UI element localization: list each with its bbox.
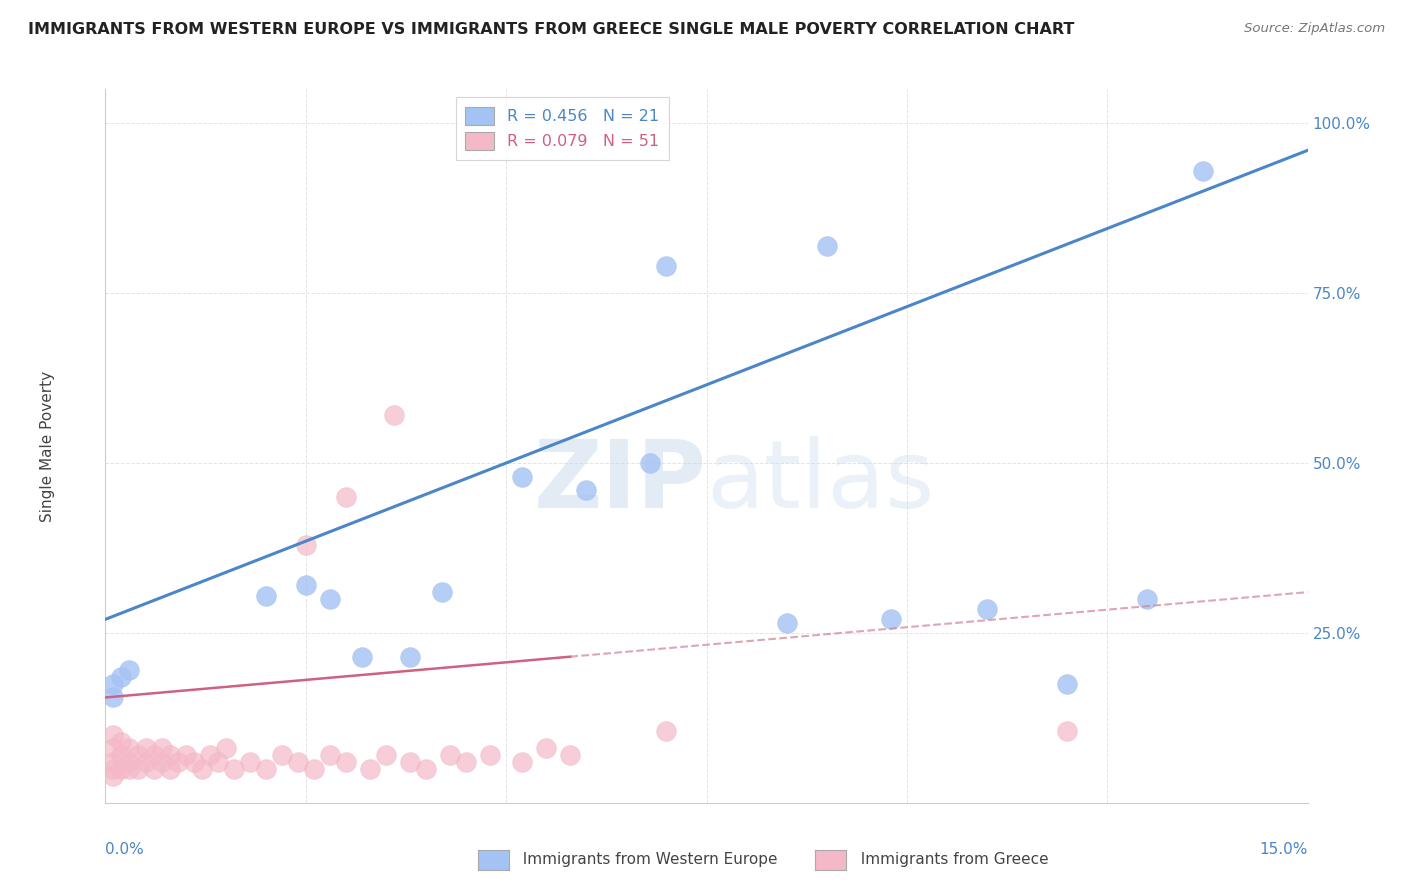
Point xyxy=(198,748,221,763)
Legend: R = 0.456   N = 21, R = 0.079   N = 51: R = 0.456 N = 21, R = 0.079 N = 51 xyxy=(456,97,669,160)
Point xyxy=(127,762,149,776)
Point xyxy=(439,748,461,763)
Point xyxy=(302,762,325,776)
Point xyxy=(110,748,132,763)
Point xyxy=(880,612,903,626)
Point xyxy=(118,755,141,769)
Point xyxy=(207,755,229,769)
Point xyxy=(374,748,398,763)
Point xyxy=(142,762,165,776)
Point xyxy=(776,615,799,630)
Point xyxy=(335,755,357,769)
Point xyxy=(399,755,422,769)
Point xyxy=(510,755,533,769)
Point xyxy=(1056,677,1078,691)
Point xyxy=(430,585,453,599)
Text: atlas: atlas xyxy=(707,435,935,528)
Point xyxy=(287,755,309,769)
Point xyxy=(103,741,125,756)
Point xyxy=(103,690,125,705)
Point xyxy=(319,748,342,763)
Point xyxy=(135,741,157,756)
Text: Source: ZipAtlas.com: Source: ZipAtlas.com xyxy=(1244,22,1385,36)
Point xyxy=(359,762,381,776)
Point xyxy=(103,769,125,783)
Point xyxy=(159,748,181,763)
Point xyxy=(1192,163,1215,178)
Point xyxy=(335,490,357,504)
Point xyxy=(118,762,141,776)
Point xyxy=(222,762,245,776)
Point xyxy=(655,259,678,273)
Point xyxy=(1136,591,1159,606)
Point xyxy=(415,762,437,776)
Point xyxy=(976,602,998,616)
Point xyxy=(239,755,262,769)
Point xyxy=(295,537,318,551)
Point xyxy=(510,469,533,483)
Point xyxy=(640,456,662,470)
Point xyxy=(295,578,318,592)
Point xyxy=(575,483,598,498)
Point xyxy=(254,762,277,776)
Point xyxy=(150,741,173,756)
Point xyxy=(142,748,165,763)
Point xyxy=(150,755,173,769)
Point xyxy=(159,762,181,776)
Point xyxy=(135,755,157,769)
Point xyxy=(560,748,582,763)
Point xyxy=(103,762,125,776)
Point xyxy=(110,762,132,776)
Text: ZIP: ZIP xyxy=(534,435,707,528)
Point xyxy=(110,734,132,748)
Point xyxy=(534,741,557,756)
Point xyxy=(174,748,197,763)
Point xyxy=(103,728,125,742)
Point xyxy=(103,677,125,691)
Point xyxy=(479,748,502,763)
Point xyxy=(815,238,838,252)
Text: IMMIGRANTS FROM WESTERN EUROPE VS IMMIGRANTS FROM GREECE SINGLE MALE POVERTY COR: IMMIGRANTS FROM WESTERN EUROPE VS IMMIGR… xyxy=(28,22,1074,37)
Text: Single Male Poverty: Single Male Poverty xyxy=(41,370,55,522)
Point xyxy=(110,670,132,684)
Text: Immigrants from Greece: Immigrants from Greece xyxy=(851,853,1049,867)
Text: Immigrants from Western Europe: Immigrants from Western Europe xyxy=(513,853,778,867)
Point xyxy=(183,755,205,769)
Text: 0.0%: 0.0% xyxy=(105,842,145,857)
Point xyxy=(270,748,292,763)
Point xyxy=(454,755,477,769)
Point xyxy=(214,741,236,756)
Point xyxy=(254,589,277,603)
Point xyxy=(1056,724,1078,739)
Point xyxy=(118,741,141,756)
Point xyxy=(382,409,405,423)
Point xyxy=(399,649,422,664)
Point xyxy=(103,755,125,769)
Point xyxy=(127,748,149,763)
Point xyxy=(655,724,678,739)
Point xyxy=(118,663,141,677)
Point xyxy=(166,755,188,769)
Point xyxy=(350,649,373,664)
Point xyxy=(190,762,212,776)
Point xyxy=(319,591,342,606)
Text: 15.0%: 15.0% xyxy=(1260,842,1308,857)
